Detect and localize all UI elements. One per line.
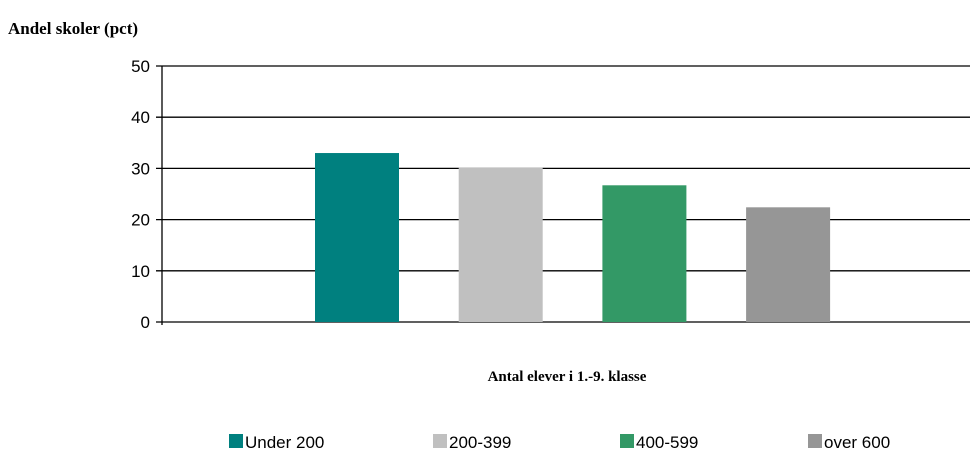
legend-swatch	[620, 434, 634, 448]
y-tick-label: 20	[131, 211, 150, 230]
y-tick-label: 40	[131, 108, 150, 127]
legend-swatch	[433, 434, 447, 448]
y-tick-label: 0	[141, 313, 150, 332]
y-tick-label: 30	[131, 159, 150, 178]
legend-label: 400-599	[636, 433, 698, 452]
legend: Under 200 200-399 400-599 over 600	[229, 433, 890, 452]
x-axis-title: Antal elever i 1.-9. klasse	[488, 369, 647, 385]
bar-200-399	[458, 167, 543, 322]
bars	[315, 153, 831, 322]
legend-label: 200-399	[449, 433, 511, 452]
bar-400-599	[602, 185, 687, 322]
legend-item: 200-399	[433, 433, 511, 452]
y-axis-title: Andel skoler (pct)	[8, 19, 138, 38]
legend-item: 400-599	[620, 433, 698, 452]
legend-item: Under 200	[229, 433, 324, 452]
legend-label: Under 200	[245, 433, 324, 452]
gridlines	[156, 65, 970, 325]
y-tick-label: 50	[131, 57, 150, 76]
legend-swatch	[808, 434, 822, 448]
legend-label: over 600	[824, 433, 890, 452]
y-tick-labels: 0 10 20 30 40 50	[131, 57, 150, 332]
legend-swatch	[229, 434, 243, 448]
y-tick-label: 10	[131, 262, 150, 281]
legend-item: over 600	[808, 433, 890, 452]
bar-under-200	[315, 153, 399, 322]
bar-over-600	[746, 207, 831, 322]
